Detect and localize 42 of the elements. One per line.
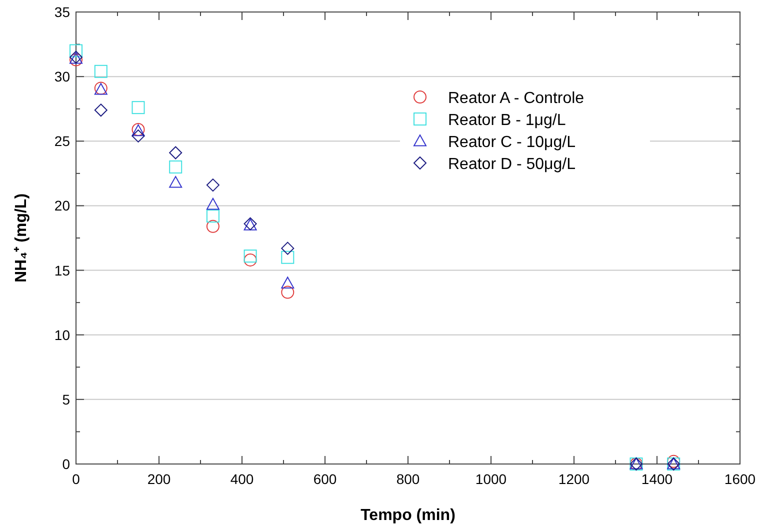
legend-label: Reator D - 50μg/L — [448, 156, 576, 173]
y-tick-label: 35 — [54, 4, 70, 20]
point — [281, 276, 294, 288]
x-tick-label: 1600 — [724, 471, 756, 487]
y-tick-label: 25 — [54, 133, 70, 150]
legend-label: Reator B - 1μg/L — [448, 112, 566, 129]
x-tick-label: 1000 — [475, 471, 507, 487]
point — [94, 104, 108, 117]
y-tick-label: 20 — [54, 198, 70, 214]
y-tick-label: 10 — [54, 326, 70, 343]
legend-label: Reator A - Controle — [448, 90, 584, 107]
point — [206, 220, 220, 233]
point — [70, 44, 82, 58]
point — [70, 53, 82, 66]
point — [244, 253, 257, 266]
point — [132, 101, 145, 114]
y-tick-label: 30 — [54, 68, 70, 85]
x-tick-label: 200 — [147, 471, 171, 487]
y-tick-label: 0 — [62, 456, 70, 472]
point — [281, 250, 294, 264]
point — [281, 286, 294, 299]
x-tick-label: 400 — [230, 471, 254, 487]
y-tick-label: 5 — [62, 391, 70, 408]
y-axis-title: NH₄⁺ (mg/L) — [13, 193, 30, 283]
x-axis-title: Tempo (min) — [360, 507, 456, 524]
point — [169, 160, 182, 174]
y-tick-label: 15 — [54, 262, 70, 278]
x-tick-label: 1400 — [641, 471, 673, 487]
point — [169, 146, 182, 160]
point — [281, 242, 294, 255]
x-tick-label: 1200 — [558, 471, 590, 487]
legend-label: Reator C - 10μg/L — [448, 134, 576, 151]
x-tick-label: 600 — [313, 471, 337, 487]
point — [206, 178, 220, 192]
point — [132, 129, 145, 142]
point — [206, 198, 220, 210]
point — [244, 250, 257, 263]
x-tick-label: 800 — [396, 471, 420, 487]
point — [169, 176, 182, 188]
point — [206, 210, 220, 223]
x-tick-label: 0 — [72, 471, 80, 487]
point — [94, 64, 108, 78]
